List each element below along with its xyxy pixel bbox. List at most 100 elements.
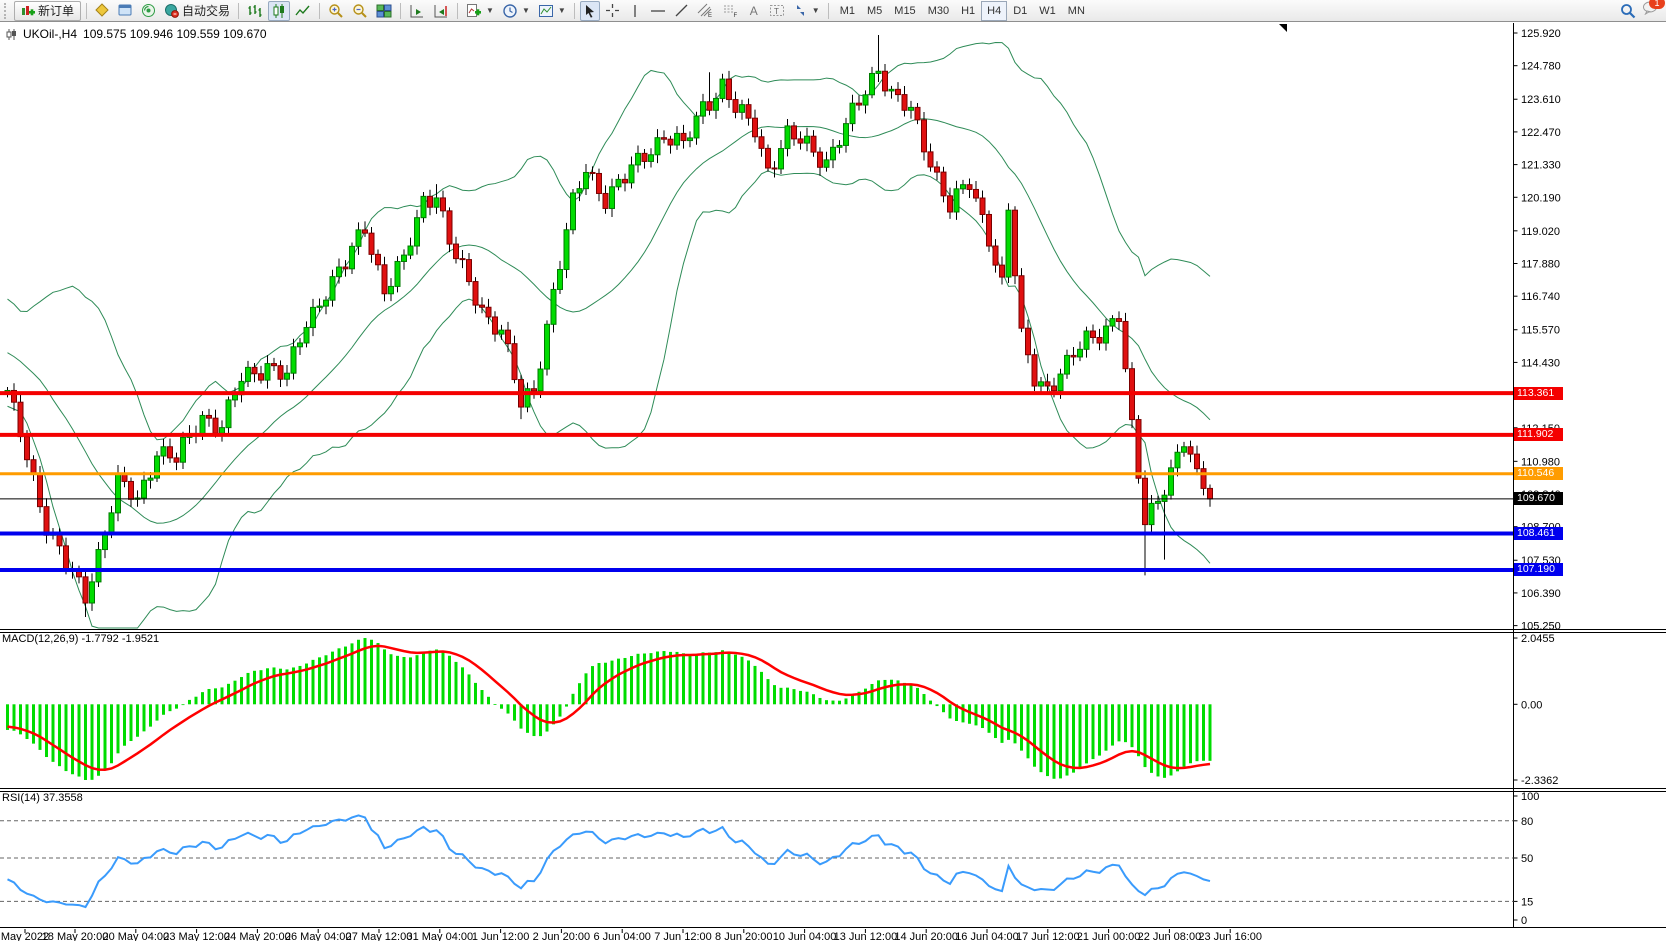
timeframe-button-w1[interactable]: W1 — [1039, 4, 1056, 17]
candle-body — [921, 119, 927, 153]
zoom-in-button[interactable] — [325, 1, 347, 21]
rsi-line — [7, 814, 1211, 909]
macd-histogram-bar — [1065, 704, 1069, 776]
macd-histogram-bar — [779, 687, 783, 705]
candle-body — [830, 146, 836, 161]
candle-body — [596, 172, 602, 194]
macd-histogram-bar — [344, 646, 347, 705]
candle-body — [1103, 325, 1109, 344]
new-order-label: 新订单 — [38, 4, 75, 18]
macd-histogram-bar — [708, 652, 711, 705]
macd-histogram-bar — [129, 704, 133, 742]
crosshair-tool-button[interactable] — [602, 1, 623, 21]
auto-scroll-button[interactable] — [406, 1, 428, 21]
candle-body — [1161, 494, 1168, 502]
macd-histogram-bar — [246, 672, 250, 705]
indicators-button[interactable]: ▼ — [463, 1, 497, 21]
candle-body — [115, 473, 121, 514]
candle-body — [719, 78, 726, 99]
timeframe-button-h1[interactable]: H1 — [961, 4, 976, 17]
periods-button[interactable]: ▼ — [499, 1, 533, 21]
macd-histogram-bar — [25, 704, 29, 740]
price-line-label: 111.902 — [1514, 428, 1563, 442]
timeframe-button-mn[interactable]: MN — [1067, 4, 1085, 17]
macd-histogram-bar — [1007, 704, 1010, 740]
trendline-tool-button[interactable] — [671, 1, 692, 21]
candle-body — [771, 167, 778, 170]
crosshair-icon — [605, 4, 619, 17]
search-icon[interactable] — [1620, 3, 1636, 19]
rsi-scale-label: 50 — [1521, 853, 1533, 865]
macd-histogram-bar — [701, 652, 705, 705]
timeframe-button-m5[interactable]: M5 — [867, 4, 883, 17]
candle-body — [979, 197, 986, 215]
text-tool-icon: A — [749, 3, 758, 18]
candle-body — [537, 368, 544, 392]
trendline-icon — [675, 4, 688, 17]
text-tool-button[interactable]: A — [744, 1, 764, 21]
equidistant-channel-tool-button[interactable]: E — [694, 1, 717, 21]
chart-shift-button[interactable] — [430, 1, 452, 21]
candle-body — [1070, 354, 1077, 358]
macd-histogram-bar — [6, 704, 9, 730]
time-axis-label: 8 Jun 20:00 — [715, 931, 773, 941]
macd-histogram-bar — [1078, 704, 1082, 769]
new-order-button[interactable]: 新订单 — [14, 0, 82, 21]
arrows-tool-button[interactable]: ▼ — [790, 1, 823, 21]
chart-symbol-icon — [6, 28, 16, 40]
candle-body — [570, 192, 576, 231]
timeframe-button-d1[interactable]: D1 — [1013, 4, 1028, 17]
macd-histogram-bar — [643, 653, 646, 705]
macd-histogram-bar — [870, 683, 874, 705]
macd-histogram-bar — [623, 657, 627, 705]
macd-histogram-bar — [168, 704, 172, 712]
zoom-out-button[interactable] — [349, 1, 371, 21]
candle-body — [882, 70, 888, 92]
macd-histogram-bar — [786, 687, 789, 705]
candle-body — [628, 164, 635, 184]
history-center-button[interactable] — [92, 1, 113, 21]
macd-histogram-bar — [955, 704, 958, 722]
signals-button[interactable] — [138, 1, 159, 21]
macd-histogram-bar — [19, 704, 22, 735]
auto-trading-label: 自动交易 — [182, 4, 231, 18]
candle-body — [232, 394, 238, 401]
macd-histogram-bar — [597, 663, 601, 705]
macd-histogram-bar — [890, 679, 893, 705]
timeframe-button-m30[interactable]: M30 — [927, 4, 950, 17]
market-watch-button[interactable] — [115, 1, 136, 21]
candle-body — [82, 576, 89, 604]
macd-histogram-bar — [1169, 704, 1173, 776]
candle-body — [1116, 318, 1122, 322]
vertical-line-tool-button[interactable] — [625, 1, 645, 21]
auto-trading-button[interactable]: 自动交易 — [161, 1, 233, 21]
chart-bars-button[interactable] — [244, 1, 266, 21]
chart-candles-button[interactable] — [268, 0, 291, 21]
text-label-icon: T — [769, 5, 784, 16]
fibonacci-tool-button[interactable]: F — [719, 1, 742, 21]
candle-body — [1057, 373, 1064, 392]
chart-line-button[interactable] — [292, 1, 314, 21]
timeframe-button-h4[interactable]: H4 — [981, 0, 1008, 21]
macd-histogram-bar — [493, 704, 497, 705]
templates-button[interactable]: ▼ — [535, 1, 569, 21]
macd-histogram-bar — [682, 653, 685, 705]
notifications-button[interactable]: 1 — [1642, 0, 1665, 20]
horizontal-line-tool-button[interactable] — [647, 1, 669, 21]
candle-body — [485, 306, 492, 318]
candle-body — [362, 229, 368, 234]
timeframe-button-m1[interactable]: M1 — [839, 4, 855, 17]
macd-histogram-bar — [636, 653, 640, 705]
candle-body — [817, 151, 823, 168]
cursor-tool-button[interactable] — [579, 0, 600, 21]
macd-histogram-bar — [487, 696, 490, 705]
macd-histogram-bar — [610, 660, 614, 705]
text-label-tool-button[interactable]: T — [766, 1, 788, 21]
candle-body — [1194, 453, 1200, 470]
candle-body — [869, 72, 875, 96]
tile-windows-button[interactable] — [373, 1, 395, 21]
macd-histogram-bar — [714, 652, 718, 705]
macd-histogram-bar — [649, 653, 653, 705]
timeframe-button-m15[interactable]: M15 — [894, 4, 916, 17]
